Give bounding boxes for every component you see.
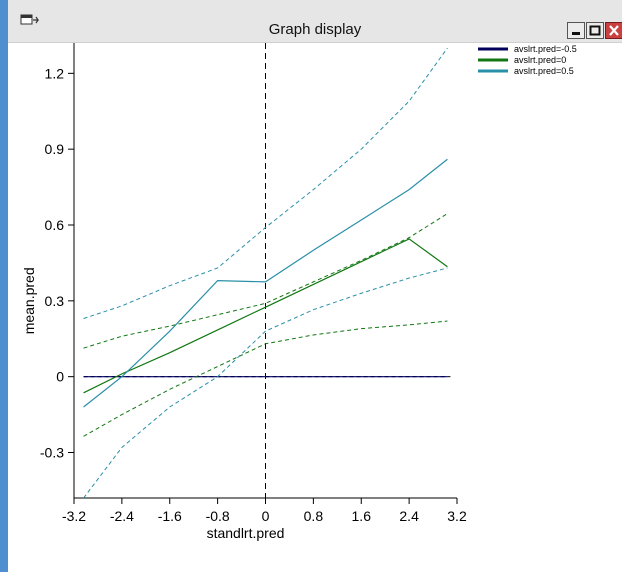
close-icon (609, 25, 619, 36)
x-axis-label: standlrt.pred (207, 525, 285, 541)
line-chart: -3.2 -2.4 -1.6 -0.8 0 0.8 1.6 2.4 3.2 -0.3 0 0.3 0.6… (21, 43, 577, 541)
maximize-button[interactable] (586, 22, 604, 39)
y-tick-label: 0 (56, 369, 64, 385)
x-tick-label: 2.4 (399, 508, 419, 524)
series-lower-bound (83, 320, 448, 437)
x-tick-label: 0 (262, 508, 270, 524)
series-group (83, 47, 448, 499)
series-line (83, 158, 448, 408)
window-title: Graph display (268, 21, 362, 38)
graph-display-area: -3.2 -2.4 -1.6 -0.8 0 0.8 1.6 2.4 3.2 -0.3 0 0.3 0.6… (8, 43, 622, 572)
legend: avslrt.pred=-0.5avslrt.pred=0avslrt.pred… (478, 44, 577, 76)
y-tick-label: -0.3 (40, 445, 64, 461)
app-icon[interactable] (20, 12, 42, 30)
window-left-border (0, 0, 8, 572)
series-upper-bound (83, 213, 448, 349)
legend-label: avslrt.pred=0.5 (514, 66, 574, 76)
x-tick-label: 1.6 (352, 508, 372, 524)
x-tick-label: 0.8 (304, 508, 324, 524)
series-line (83, 238, 448, 394)
series-upper-bound (83, 47, 448, 320)
title-bar[interactable]: Graph display (8, 0, 622, 43)
y-tick-label: 1.2 (45, 65, 65, 81)
y-axis-label: mean.pred (21, 267, 37, 334)
x-tick-label: -0.8 (206, 508, 230, 524)
x-tick-label: 3.2 (447, 508, 467, 524)
legend-label: avslrt.pred=-0.5 (514, 44, 577, 54)
maximize-icon (589, 25, 601, 36)
minimize-icon (572, 32, 580, 35)
y-tick-label: 0.9 (45, 141, 65, 157)
series-group (83, 213, 448, 437)
legend-label: avslrt.pred=0 (514, 55, 566, 65)
y-tick-label: 0.3 (45, 293, 65, 309)
x-tick-label: -3.2 (62, 508, 86, 524)
close-button[interactable] (605, 22, 622, 39)
x-tick-label: -1.6 (158, 508, 182, 524)
minimize-button[interactable] (567, 22, 585, 39)
x-tick-label: -2.4 (110, 508, 134, 524)
y-tick-label: 0.6 (45, 217, 65, 233)
series-lower-bound (83, 267, 448, 499)
